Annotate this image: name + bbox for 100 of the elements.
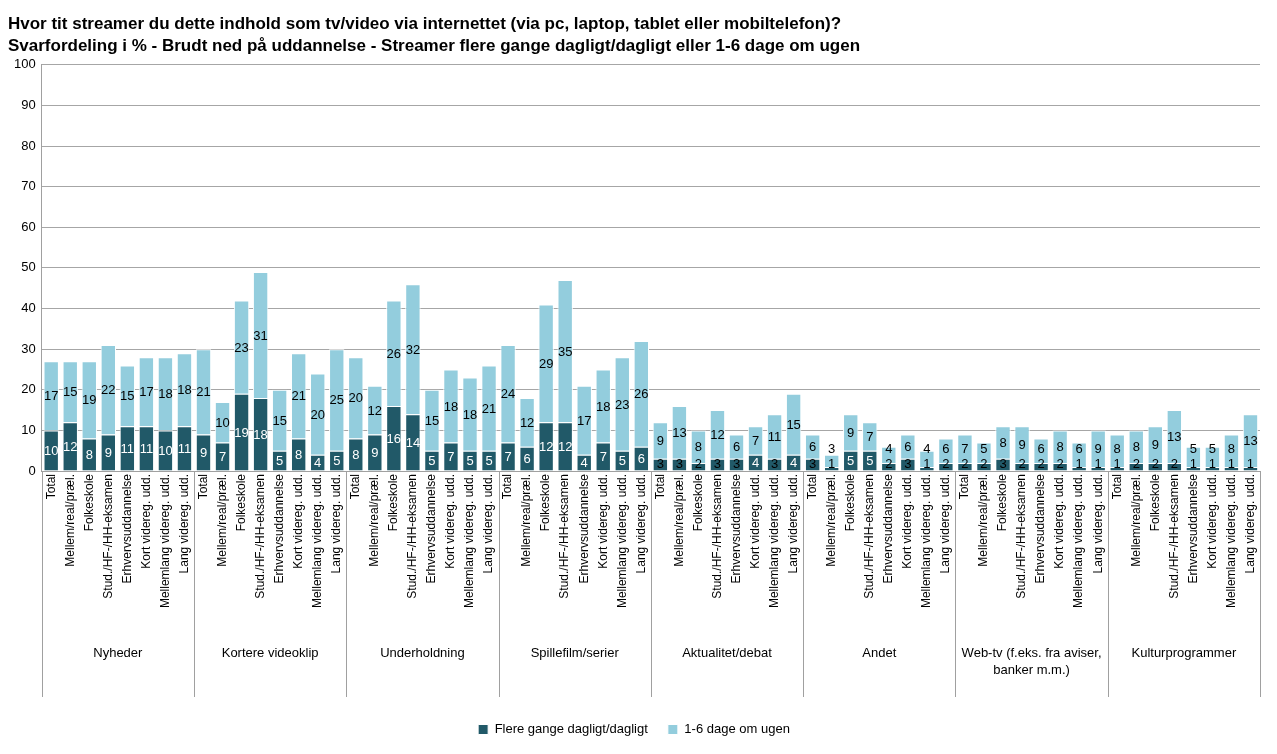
x-tick-label: Erhvervsuddannelse — [1185, 473, 1200, 584]
data-label: 1 — [1189, 455, 1197, 471]
x-tick-label: Erhvervsuddannelse — [576, 473, 591, 584]
data-label: 6 — [942, 440, 950, 456]
data-label: 22 — [101, 382, 116, 398]
data-label: 12 — [557, 438, 573, 454]
data-label: 12 — [710, 427, 725, 443]
legend-label: 1-6 dage om ugen — [684, 721, 790, 737]
data-label: 9 — [1018, 437, 1026, 453]
data-label: 2 — [980, 455, 988, 471]
y-tick-label: 90 — [21, 97, 36, 112]
data-label: 2 — [961, 455, 969, 471]
x-tick-label: Stud./HF-/HH-eksamen — [862, 474, 877, 599]
text: Underholdning — [380, 645, 465, 661]
data-label: 7 — [599, 449, 607, 465]
x-tick-label: Total — [1109, 474, 1124, 500]
x-tick-label: Mellem/real/præl. — [62, 474, 77, 567]
data-label: 2 — [1132, 455, 1140, 471]
x-tick-label: Lang videreg. udd. — [938, 474, 953, 574]
data-label: 16 — [386, 430, 402, 446]
data-label: 5 — [847, 453, 855, 469]
data-label: 5 — [428, 453, 436, 469]
x-tick-label: Kort videreg. udd. — [1204, 474, 1219, 569]
data-label: 12 — [63, 438, 78, 454]
x-tick-label: Lang videreg. udd. — [1090, 474, 1105, 574]
x-tick-label: Lang videreg. udd. — [176, 474, 191, 574]
data-label: 19 — [234, 424, 249, 440]
data-label: 7 — [447, 449, 455, 465]
data-label: 3 — [809, 455, 817, 471]
y-tick-label: 0 — [28, 462, 36, 478]
data-label: 18 — [443, 398, 459, 414]
data-label: 2 — [1151, 455, 1159, 471]
data-label: 19 — [82, 392, 97, 408]
data-label: 2 — [694, 455, 703, 471]
data-label: 5 — [618, 453, 626, 469]
data-label: 15 — [120, 388, 135, 404]
data-label: 4 — [314, 455, 322, 471]
x-tick-label: Stud./HF-/HH-eksamen — [1166, 474, 1181, 599]
y-tick-label: 80 — [21, 137, 36, 153]
data-label: 15 — [424, 412, 440, 428]
x-tick-label: Stud./HF-/HH-eksamen — [100, 474, 115, 599]
y-tick-label: 100 — [13, 56, 36, 72]
data-label: 15 — [786, 416, 801, 432]
x-tick-label: Folkeskole — [843, 473, 858, 532]
x-tick-label: Mellem/real/præl. — [214, 474, 229, 567]
x-tick-label: Folkeskole — [995, 473, 1010, 532]
x-tick-label: Total — [43, 474, 58, 500]
data-label: 7 — [504, 449, 512, 465]
x-tick-label: Erhvervsuddannelse — [271, 473, 286, 584]
data-label: 24 — [500, 386, 516, 402]
data-label: 13 — [1243, 433, 1258, 449]
data-label: 6 — [904, 439, 912, 455]
data-label: 1 — [828, 455, 836, 471]
data-label: 3 — [904, 455, 912, 471]
data-label: 9 — [1151, 437, 1159, 453]
data-label: 20 — [348, 390, 364, 406]
x-tick-label: Erhvervsuddannelse — [1033, 473, 1048, 584]
data-label: 6 — [732, 439, 741, 455]
x-tick-label: Total — [957, 474, 972, 500]
data-label: 9 — [199, 445, 208, 461]
data-label: 5 — [980, 440, 988, 456]
data-label: 3 — [732, 455, 741, 471]
x-tick-label: Total — [652, 474, 667, 500]
x-tick-label: Mellemlang videreg. udd. — [157, 474, 172, 609]
data-label: 31 — [253, 327, 268, 343]
data-label: 6 — [637, 451, 645, 467]
data-label: 23 — [615, 396, 630, 412]
x-tick-label: Folkeskole — [538, 473, 553, 532]
data-label: 2 — [885, 455, 893, 471]
data-label: 8 — [1113, 440, 1121, 456]
data-label: 8 — [999, 435, 1007, 451]
x-tick-label: Kort videreg. udd. — [443, 474, 458, 569]
x-tick-label: Lang videreg. udd. — [1242, 474, 1257, 574]
legend-label: Flere gange dagligt/dagligt — [494, 721, 649, 737]
data-label: 6 — [523, 451, 531, 467]
x-tick-label: Mellemlang videreg. udd. — [1223, 474, 1238, 609]
x-tick-label: Folkeskole — [1147, 473, 1162, 532]
x-tick-label: Kort videreg. udd. — [747, 474, 762, 569]
x-tick-label: Mellem/real/præl. — [824, 474, 838, 567]
data-label: 2 — [1170, 455, 1178, 471]
text: Aktualitet/debat — [682, 645, 773, 661]
x-tick-label: Erhvervsuddannelse — [119, 473, 134, 584]
data-label: 35 — [557, 343, 573, 359]
data-label: 18 — [158, 386, 173, 402]
data-label: 5 — [466, 453, 474, 469]
y-tick-label: 40 — [21, 300, 36, 316]
data-label: 5 — [276, 453, 284, 469]
data-label: 8 — [295, 447, 303, 463]
data-label: 2 — [1037, 455, 1045, 471]
chart-title: Hvor tit streamer du dette indhold som tv/video via internettet (via pc, laptop, tablet eller mobiltelefon)? — [8, 13, 842, 33]
data-label: 1 — [1227, 455, 1236, 471]
text: Web-tv (f.eks. fra aviser, banker m.m.) — [961, 645, 1102, 678]
text: Andet — [862, 645, 897, 661]
data-label: 21 — [196, 384, 211, 400]
x-tick-label: Mellemlang videreg. udd. — [766, 474, 781, 609]
data-label: 7 — [218, 449, 227, 465]
data-label: 15 — [272, 412, 287, 428]
data-label: 12 — [367, 402, 383, 418]
data-label: 12 — [538, 438, 554, 454]
x-tick-label: Kort videreg. udd. — [290, 474, 305, 569]
